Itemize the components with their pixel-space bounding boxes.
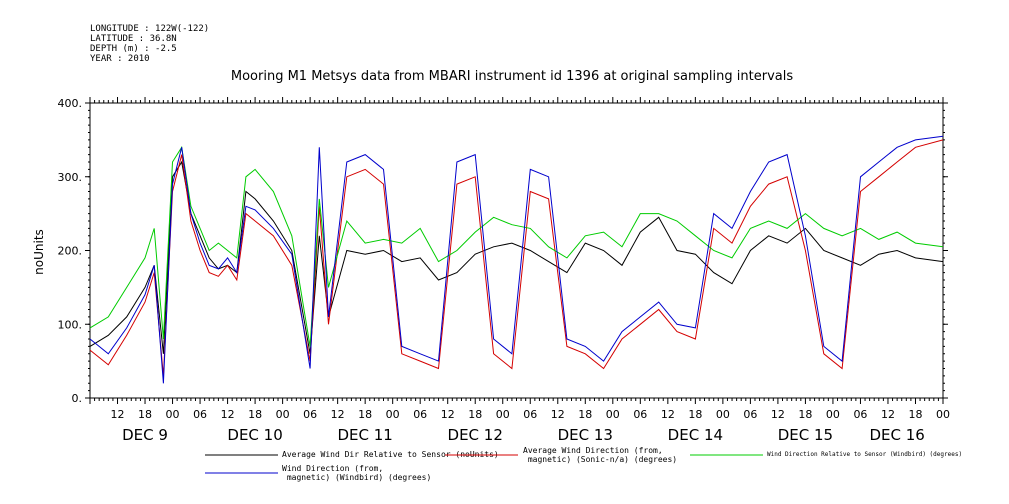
x-hour-label: 12 [331,408,345,421]
series-line-3 [89,135,944,384]
legend-label-line: Average Wind Dir Relative to Sensor (noU… [282,450,499,459]
x-hour-label: 18 [358,408,372,421]
x-hour-label: 00 [826,408,840,421]
series-line-2 [89,145,944,347]
x-hour-label: 06 [633,408,647,421]
meta-depth: DEPTH (m) : -2.5 [90,44,177,54]
x-hour-label: 12 [111,408,125,421]
x-day-label: DEC 9 [122,426,168,444]
x-hour-label: 00 [716,408,730,421]
legend-label: Wind Direction (from, magnetic) (Windbir… [282,464,431,482]
legend: Average Wind Dir Relative to Sensor (noU… [205,446,962,482]
x-hour-label: 18 [468,408,482,421]
x-hour-label: 12 [221,408,235,421]
x-hour-label: 00 [166,408,180,421]
x-axis: 12 18 00 06 12 18 00 06 12 18 00 06 12 18 00 06 12 18 00 06… [89,97,950,444]
meta-year: YEAR : 2010 [90,54,150,64]
x-day-label: DEC 11 [337,426,392,444]
x-hour-label: 12 [771,408,785,421]
x-hour-label: 18 [578,408,592,421]
x-day-label: DEC 12 [448,426,503,444]
y-tick-label: 0. [72,392,83,405]
x-day-label: DEC 10 [227,426,282,444]
x-day-label: DEC 14 [668,426,723,444]
legend-label-line: magnetic) (Windbird) (degrees) [282,473,431,482]
plot-frame [89,102,944,399]
x-hour-label: 18 [908,408,922,421]
x-hour-label: 18 [248,408,262,421]
legend-label: Average Wind Direction (from, magnetic) … [523,446,677,464]
y-tick-label: 100. [58,318,83,331]
x-hour-label: 12 [441,408,455,421]
x-hour-label: 00 [936,408,950,421]
y-tick-label: 300. [58,171,83,184]
meta-longitude: LONGITUDE : 122W(-122) [90,24,209,34]
x-hour-label: 12 [551,408,565,421]
legend-label-line: Wind Direction (from, [282,464,383,473]
series-line-1 [89,139,944,376]
x-hour-label: 12 [881,408,895,421]
x-hour-label: 00 [276,408,290,421]
x-hour-label: 06 [303,408,317,421]
y-tick-label: 400. [58,97,83,110]
x-hour-label: 18 [798,408,812,421]
x-hour-label: 00 [386,408,400,421]
x-hour-label: 06 [193,408,207,421]
meta-latitude: LATITUDE : 36.8N [90,34,177,44]
x-hour-label: 18 [138,408,152,421]
x-hour-label: 00 [496,408,510,421]
x-day-label: DEC 15 [778,426,833,444]
x-hour-label: 06 [523,408,537,421]
legend-label-line: magnetic) (Sonic-n/a) (degrees) [523,455,677,464]
legend-label: Wind Direction Relative to Sensor (Windb… [767,451,962,458]
x-hour-label: 12 [661,408,675,421]
x-day-label: DEC 16 [869,426,924,444]
x-hour-label: 06 [743,408,757,421]
x-hour-label: 06 [853,408,867,421]
x-hour-label: 06 [413,408,427,421]
x-hour-label: 00 [606,408,620,421]
chart-title: Mooring M1 Metsys data from MBARI instru… [231,69,793,84]
y-axis-label: noUnits [32,229,46,275]
y-axis: 0. 100. 200. 300. 400. [58,97,948,405]
series-layer [89,135,944,384]
x-hour-label: 18 [688,408,702,421]
legend-label-line: Average Wind Direction (from, [523,446,663,455]
legend-label-line: Wind Direction Relative to Sensor (Windb… [767,451,962,458]
x-day-label: DEC 13 [558,426,613,444]
y-tick-label: 200. [58,245,83,258]
legend-label: Average Wind Dir Relative to Sensor (noU… [282,450,499,459]
